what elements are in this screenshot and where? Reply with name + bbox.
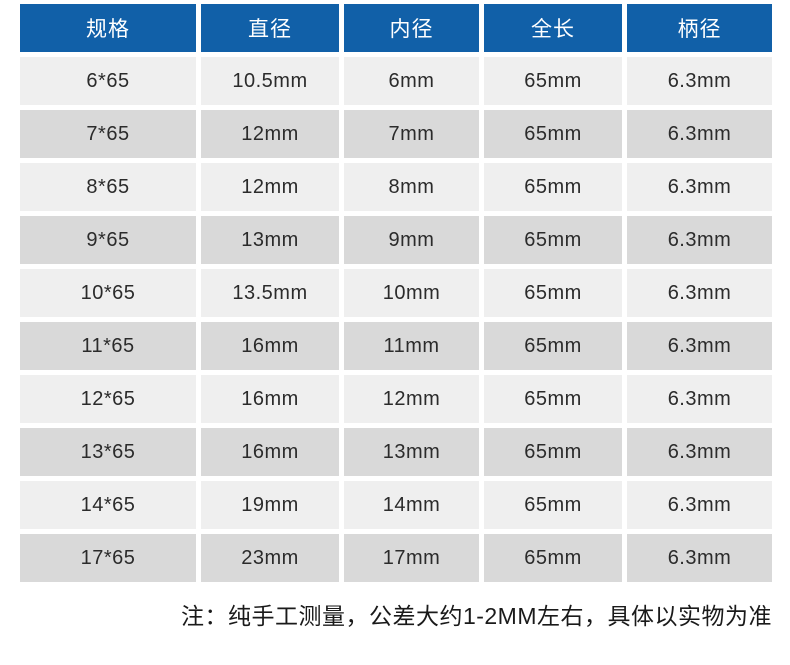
table-cell: 14*65 <box>20 481 196 529</box>
table-cell: 10*65 <box>20 269 196 317</box>
table-cell: 7*65 <box>20 110 196 158</box>
table-cell: 16mm <box>201 428 339 476</box>
table-cell: 12*65 <box>20 375 196 423</box>
header-cell: 全长 <box>484 4 622 52</box>
table-cell: 6.3mm <box>627 534 772 582</box>
header-cell: 规格 <box>20 4 196 52</box>
table-cell: 8mm <box>344 163 479 211</box>
table-cell: 6.3mm <box>627 216 772 264</box>
header-cell: 柄径 <box>627 4 772 52</box>
table-cell: 9*65 <box>20 216 196 264</box>
table-cell: 6.3mm <box>627 57 772 105</box>
table-cell: 13mm <box>344 428 479 476</box>
table-cell: 65mm <box>484 534 622 582</box>
table-cell: 12mm <box>344 375 479 423</box>
table-cell: 13.5mm <box>201 269 339 317</box>
table-cell: 8*65 <box>20 163 196 211</box>
table-cell: 16mm <box>201 322 339 370</box>
table-cell: 6.3mm <box>627 322 772 370</box>
measurement-note: 注：纯手工测量，公差大约1-2MM左右，具体以实物为准 <box>180 603 772 629</box>
table-cell: 6.3mm <box>627 269 772 317</box>
table-cell: 23mm <box>201 534 339 582</box>
table-cell: 65mm <box>484 375 622 423</box>
table-cell: 11*65 <box>20 322 196 370</box>
table-cell: 6.3mm <box>627 375 772 423</box>
table-cell: 17mm <box>344 534 479 582</box>
table-cell: 9mm <box>344 216 479 264</box>
table-cell: 12mm <box>201 163 339 211</box>
table-cell: 65mm <box>484 322 622 370</box>
table-cell: 65mm <box>484 216 622 264</box>
table-cell: 11mm <box>344 322 479 370</box>
table-cell: 10mm <box>344 269 479 317</box>
table-cell: 13*65 <box>20 428 196 476</box>
table-cell: 17*65 <box>20 534 196 582</box>
table-cell: 65mm <box>484 163 622 211</box>
table-cell: 7mm <box>344 110 479 158</box>
header-cell: 内径 <box>344 4 479 52</box>
table-cell: 65mm <box>484 428 622 476</box>
table-cell: 6.3mm <box>627 163 772 211</box>
table-cell: 65mm <box>484 269 622 317</box>
table-cell: 10.5mm <box>201 57 339 105</box>
table-cell: 65mm <box>484 57 622 105</box>
table-cell: 12mm <box>201 110 339 158</box>
table-cell: 16mm <box>201 375 339 423</box>
table-cell: 6.3mm <box>627 110 772 158</box>
table-cell: 14mm <box>344 481 479 529</box>
table-cell: 6.3mm <box>627 481 772 529</box>
spec-table: 规格 直径 内径 全长 柄径 6*65 10.5mm 6mm 65mm 6.3mm 7*65 12mm… <box>20 4 772 582</box>
table-cell: 6.3mm <box>627 428 772 476</box>
header-cell: 直径 <box>201 4 339 52</box>
table-cell: 6*65 <box>20 57 196 105</box>
table-cell: 65mm <box>484 110 622 158</box>
table-cell: 19mm <box>201 481 339 529</box>
table-cell: 6mm <box>344 57 479 105</box>
table-cell: 13mm <box>201 216 339 264</box>
table-cell: 65mm <box>484 481 622 529</box>
